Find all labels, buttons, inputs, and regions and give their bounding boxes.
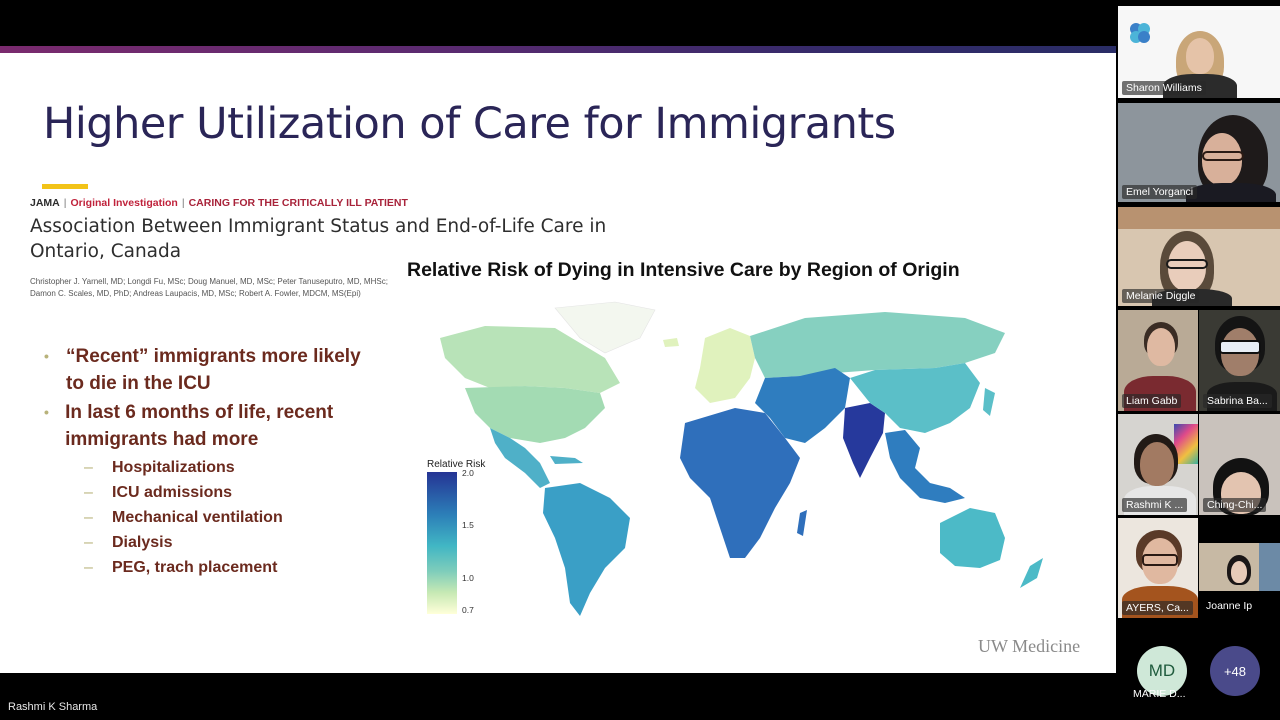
sub-bullet-marker: – xyxy=(84,484,93,501)
region-south-america xyxy=(543,483,630,616)
region-russia xyxy=(750,312,1005,378)
legend-color-scale xyxy=(427,472,457,614)
participant-name: Ching-Chi... xyxy=(1203,498,1267,512)
sub-bullet-text: Mechanical ventilation xyxy=(112,509,283,526)
legend-ticks: 2.0 1.5 1.0 0.7 xyxy=(457,468,487,615)
participant-tile[interactable]: Liam Gabb xyxy=(1118,310,1198,411)
sub-bullet-marker: – xyxy=(84,509,93,526)
presenter-name-label: Rashmi K Sharma xyxy=(8,701,98,713)
article-authors: Christopher J. Yarnell, MD; Longdi Fu, M… xyxy=(30,276,410,300)
sub-bullet-text: Hospitalizations xyxy=(112,459,235,476)
participant-tile[interactable]: Sabrina Ba... xyxy=(1199,310,1280,411)
jama-accent-bar xyxy=(42,184,88,189)
sub-bullet-marker: – xyxy=(84,534,93,551)
authors-line: Christopher J. Yarnell, MD; Longdi Fu, M… xyxy=(30,277,388,286)
sub-bullet-item: – PEG, trach placement xyxy=(42,555,382,580)
region-usa xyxy=(465,386,605,443)
sub-bullet-marker: – xyxy=(84,459,93,476)
article-title: Association Between Immigrant Status and… xyxy=(30,216,607,262)
legend-body: 2.0 1.5 1.0 0.7 xyxy=(427,468,487,615)
region-japan xyxy=(983,388,995,416)
participant-tile[interactable]: Melanie Diggle xyxy=(1118,207,1280,306)
bullet-marker: • xyxy=(44,404,49,420)
sub-bullet-text: Dialysis xyxy=(112,534,173,551)
jama-article-header: JAMA | Original Investigation | CARING FOR T… xyxy=(30,184,606,300)
legend-tick: 0.7 xyxy=(462,605,474,615)
sub-bullet-item: – ICU admissions xyxy=(42,480,382,505)
sub-bullet-item: – Mechanical ventilation xyxy=(42,505,382,530)
sub-bullet-marker: – xyxy=(84,559,93,576)
more-participants-button[interactable]: +48 xyxy=(1210,646,1260,696)
participant-name: Melanie Diggle xyxy=(1122,289,1200,303)
participant-avatar[interactable]: MD xyxy=(1137,646,1187,696)
shared-screen: Higher Utilization of Care for Immigrant… xyxy=(0,46,1116,713)
participant-tile[interactable]: Rashmi K ... xyxy=(1118,414,1198,515)
bullet-marker: • xyxy=(44,348,49,364)
legend-tick: 1.5 xyxy=(462,520,474,530)
bullet-text: “Recent” immigrants more likely to die i… xyxy=(66,346,361,394)
article-series: CARING FOR THE CRITICALLY ILL PATIENT xyxy=(188,197,408,209)
participant-name: Joanne Ip xyxy=(1206,600,1253,612)
region-new-zealand xyxy=(1020,558,1043,588)
region-central-america xyxy=(490,428,550,488)
region-caribbean xyxy=(550,456,583,464)
sub-bullet-item: – Dialysis xyxy=(42,530,382,555)
legend-title: Relative Risk xyxy=(427,459,486,470)
slide-title: Higher Utilization of Care for Immigrant… xyxy=(43,99,896,149)
jama-citation-line: JAMA | Original Investigation | CARING FOR T… xyxy=(30,197,410,209)
region-iceland xyxy=(663,338,679,347)
region-south-asia xyxy=(843,403,885,478)
region-africa xyxy=(680,408,800,558)
region-western-europe xyxy=(695,328,755,403)
bullet-text: In last 6 months of life, recent immigra… xyxy=(65,402,334,450)
presentation-slide: Higher Utilization of Care for Immigrant… xyxy=(0,53,1116,673)
participant-tile[interactable] xyxy=(1199,543,1280,591)
region-east-asia xyxy=(850,363,980,433)
article-type: Original Investigation xyxy=(70,197,178,209)
participant-name: AYERS, Ca... xyxy=(1122,601,1193,615)
sub-bullet-text: ICU admissions xyxy=(112,484,233,501)
bullet-item: • In last 6 months of life, recent immig… xyxy=(42,399,382,453)
participant-gallery[interactable]: Sharon Williams Emel Yorganci Melanie Di… xyxy=(1116,0,1280,720)
participant-tile[interactable]: AYERS, Ca... xyxy=(1118,518,1198,618)
participant-tile[interactable]: Sharon Williams xyxy=(1118,6,1280,98)
authors-line: Damon C. Scales, MD, PhD; Andreas Laupac… xyxy=(30,289,361,298)
participant-name: Liam Gabb xyxy=(1122,394,1182,408)
bullet-item: • “Recent” immigrants more likely to die… xyxy=(42,343,382,397)
glasses xyxy=(1219,340,1261,354)
separator: | xyxy=(181,197,185,209)
region-madagascar xyxy=(797,510,807,536)
glasses xyxy=(1202,151,1244,161)
participant-name: MARIE D... xyxy=(1133,688,1186,700)
region-greenland xyxy=(554,301,656,354)
participant-tile[interactable]: Emel Yorganci xyxy=(1118,103,1280,202)
bullet-list: • “Recent” immigrants more likely to die… xyxy=(42,343,382,580)
participant-name: Sharon Williams xyxy=(1122,81,1206,95)
participant-name: Sabrina Ba... xyxy=(1203,394,1272,408)
organization-logo-icon xyxy=(1130,23,1150,43)
legend-tick: 2.0 xyxy=(462,468,474,478)
chart-title: Relative Risk of Dying in Intensive Care… xyxy=(407,259,960,281)
region-southeast-asia xyxy=(885,430,965,503)
journal-name: JAMA xyxy=(30,197,60,209)
participant-name: Rashmi K ... xyxy=(1122,498,1188,512)
participant-name: Emel Yorganci xyxy=(1122,185,1198,199)
region-australia xyxy=(940,508,1005,568)
glasses xyxy=(1142,554,1178,566)
map-legend: Relative Risk 2.0 1.5 1.0 0.7 xyxy=(427,459,487,615)
slide-accent-bar xyxy=(0,46,1116,53)
uw-medicine-logo: UW Medicine xyxy=(978,636,1081,656)
glasses xyxy=(1166,259,1208,269)
world-choropleth-map xyxy=(440,301,1043,616)
sub-bullet-text: PEG, trach placement xyxy=(112,559,278,576)
sub-bullet-item: – Hospitalizations xyxy=(42,455,382,480)
region-canada xyxy=(440,326,620,393)
participant-tile[interactable]: Ching-Chi... xyxy=(1199,414,1280,515)
separator: | xyxy=(63,197,67,209)
region-central-asia-middle-east xyxy=(755,368,850,443)
legend-tick: 1.0 xyxy=(462,573,474,583)
